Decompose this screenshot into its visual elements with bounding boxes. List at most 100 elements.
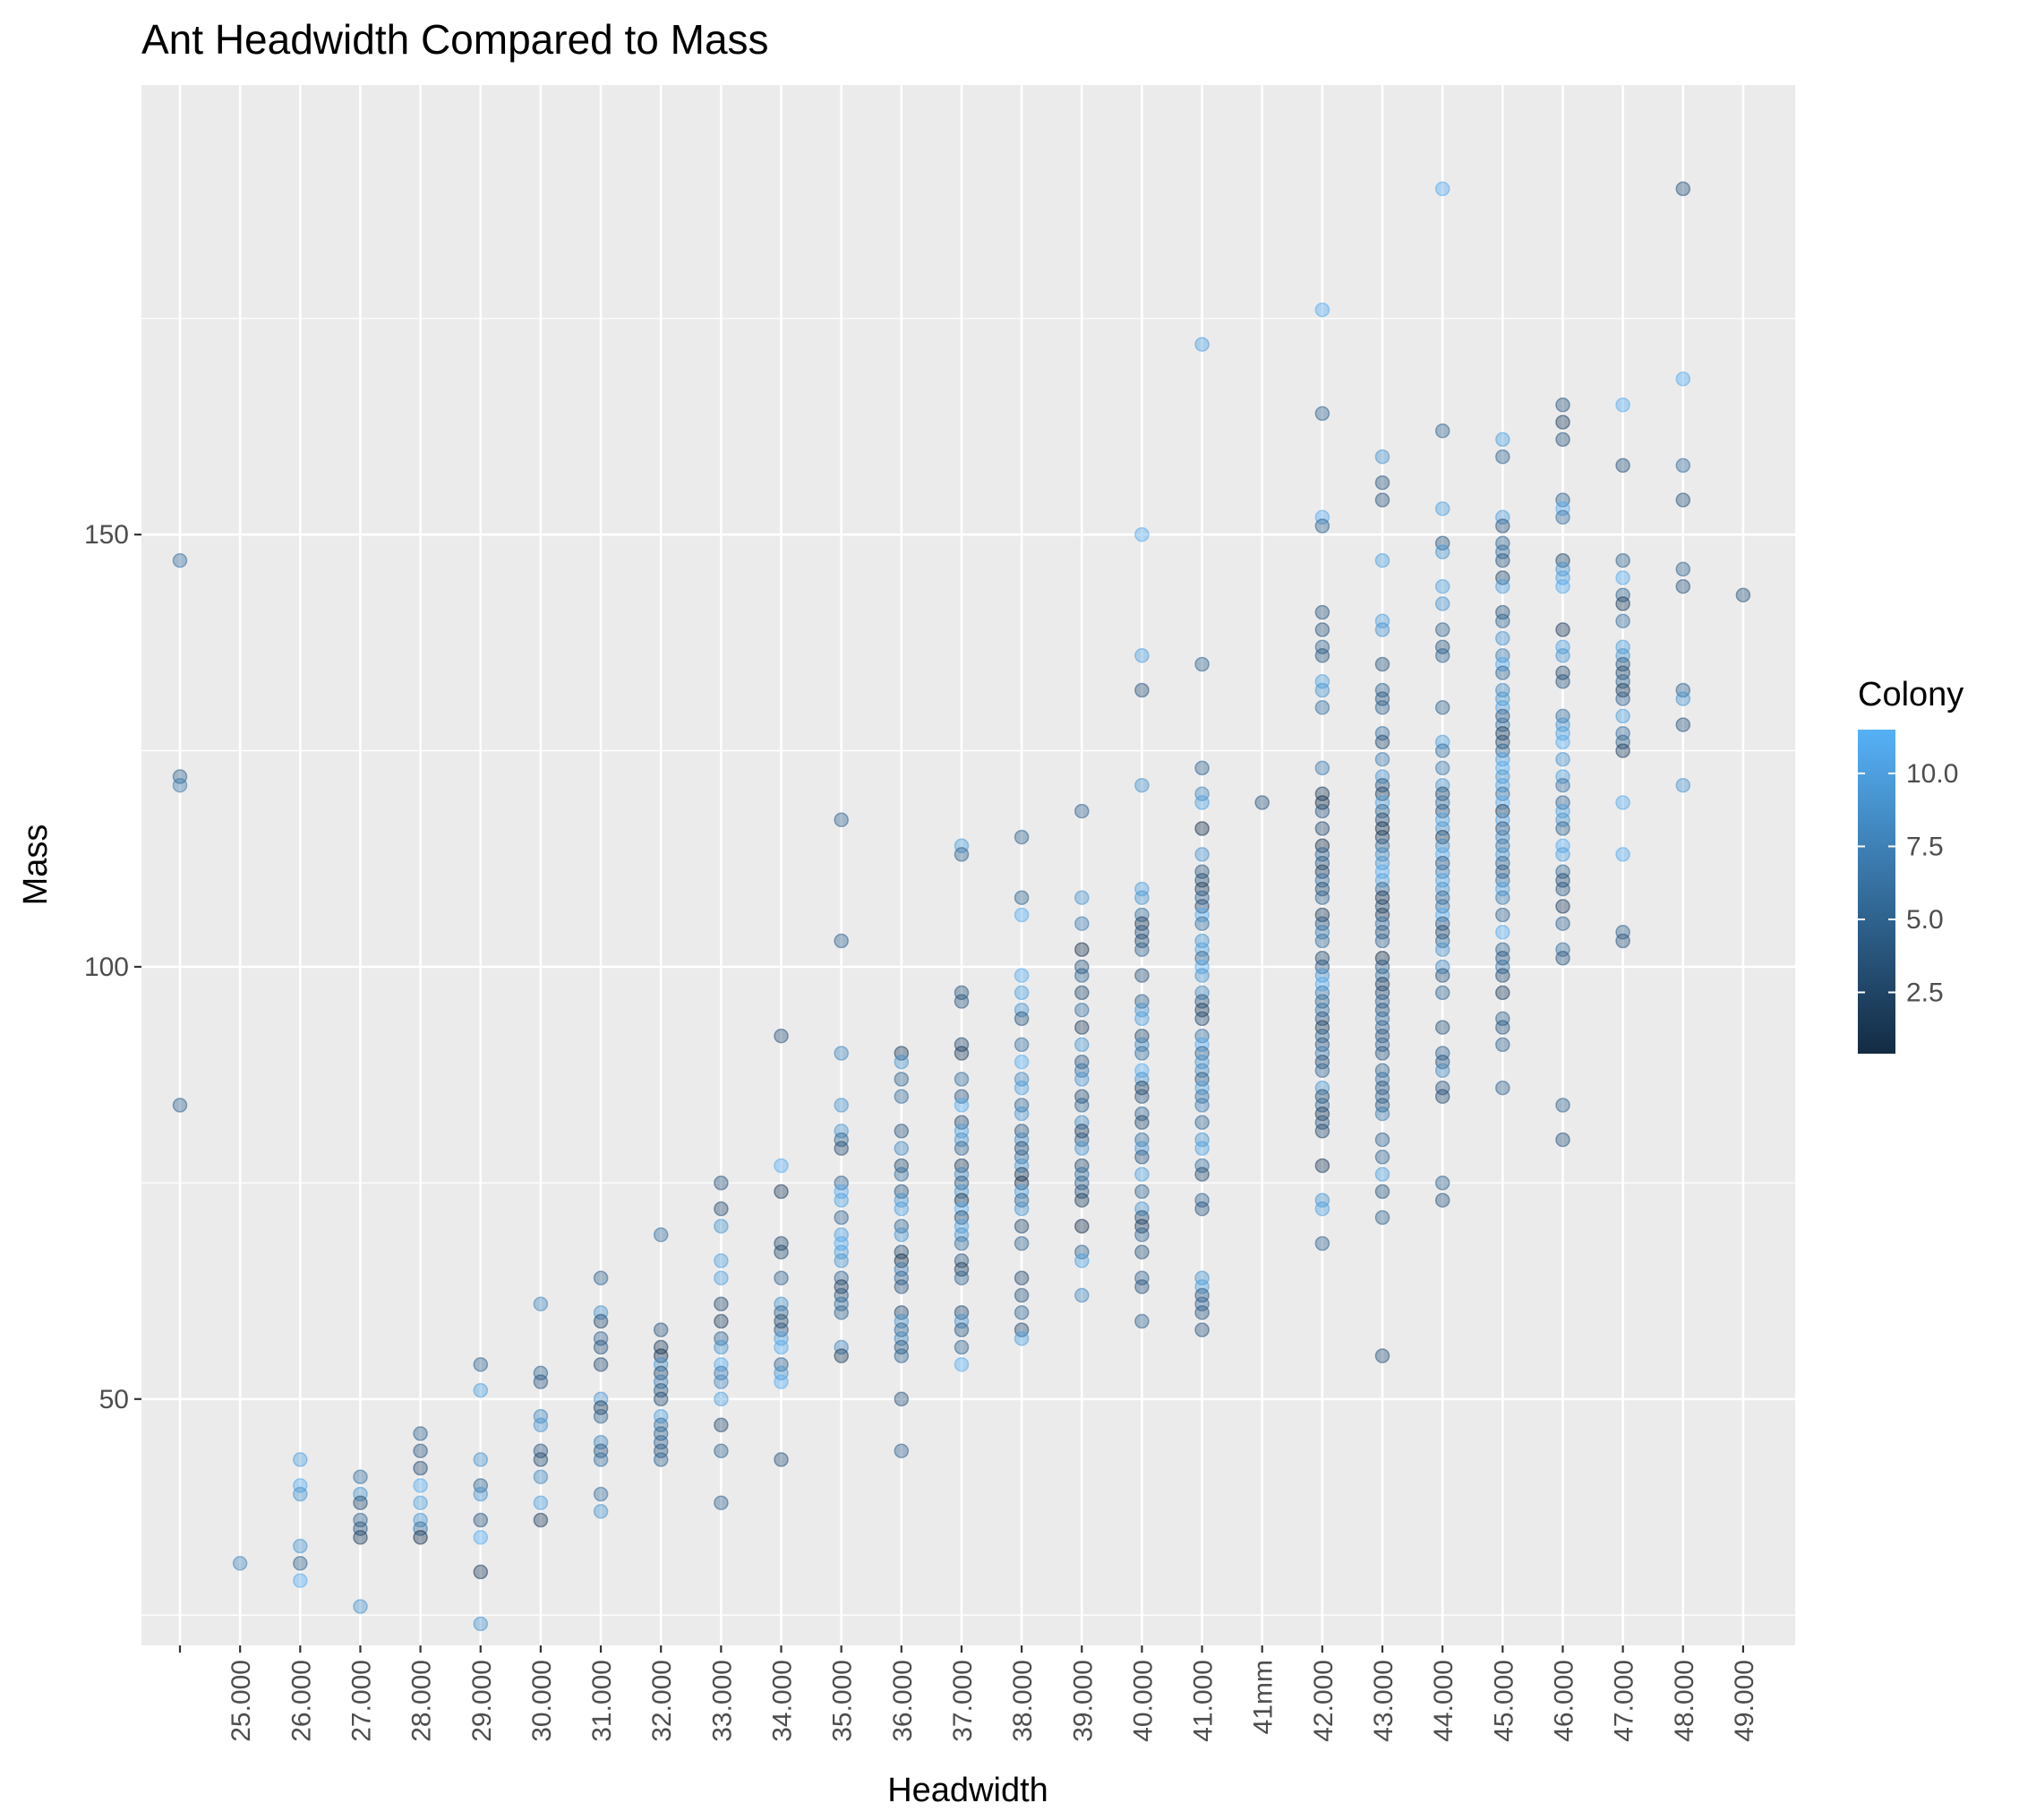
data-point xyxy=(1314,1063,1330,1079)
data-point xyxy=(834,1253,849,1269)
minor-gridlines xyxy=(141,318,1795,1616)
data-point xyxy=(293,1538,308,1554)
data-point xyxy=(1134,648,1150,663)
data-point xyxy=(473,1512,489,1528)
data-point xyxy=(1555,432,1570,448)
colorbar-ticks: 2.5 5.0 7.5 10.0 xyxy=(1858,759,1958,1008)
data-point xyxy=(1675,561,1691,577)
data-point xyxy=(1434,622,1450,637)
data-point xyxy=(593,1270,609,1286)
x-tick-label: 29.000 xyxy=(467,1660,497,1742)
x-axis: 25.000 26.000 27.000 28.000 29.000 30.000 31.0… xyxy=(178,1645,1759,1742)
data-point xyxy=(1615,570,1630,585)
data-point xyxy=(1194,1201,1210,1217)
data-point xyxy=(1134,1313,1150,1329)
data-point xyxy=(894,1227,910,1243)
data-point xyxy=(1434,985,1450,1001)
data-point xyxy=(1615,552,1630,568)
data-point xyxy=(533,1374,549,1389)
data-point xyxy=(413,1478,428,1493)
data-point xyxy=(293,1486,308,1502)
data-point xyxy=(593,1408,609,1424)
data-point xyxy=(1074,1098,1090,1113)
data-point xyxy=(1314,1158,1330,1174)
data-point xyxy=(1014,829,1030,845)
data-point xyxy=(1074,1002,1090,1018)
data-point xyxy=(1495,665,1510,680)
data-point xyxy=(1314,803,1330,819)
data-point xyxy=(1014,1218,1030,1234)
data-point xyxy=(353,1599,368,1614)
data-point xyxy=(1134,1183,1150,1200)
data-point xyxy=(1434,500,1450,517)
data-point xyxy=(894,1166,910,1182)
data-point xyxy=(1555,734,1570,750)
data-point xyxy=(1074,985,1090,1001)
data-point xyxy=(1495,907,1510,923)
x-tick-label: 32.000 xyxy=(647,1660,677,1742)
data-point xyxy=(1374,1348,1390,1363)
data-point xyxy=(1434,596,1450,611)
data-point xyxy=(834,1192,849,1208)
data-point xyxy=(473,1564,489,1580)
data-point xyxy=(1434,1175,1450,1191)
data-point xyxy=(1434,1192,1450,1208)
y-axis-title: Mass xyxy=(17,825,55,906)
data-point xyxy=(1134,682,1150,698)
data-point xyxy=(1555,674,1570,689)
data-point xyxy=(954,1322,970,1337)
data-point xyxy=(172,777,188,793)
x-tick-label: 40.000 xyxy=(1128,1660,1158,1742)
data-point xyxy=(1194,1166,1210,1182)
data-point xyxy=(834,1348,849,1363)
data-point xyxy=(1194,1011,1210,1027)
data-point xyxy=(1314,622,1330,637)
data-point xyxy=(714,1175,729,1191)
data-point xyxy=(1194,1304,1210,1320)
data-point xyxy=(1374,656,1390,672)
data-point xyxy=(1374,751,1390,767)
colorbar-tick-label: 5.0 xyxy=(1906,905,1944,935)
x-axis-title: Headwidth xyxy=(887,1772,1048,1809)
data-point xyxy=(1134,890,1150,905)
data-point xyxy=(714,1313,729,1329)
data-point xyxy=(954,1141,970,1157)
data-point xyxy=(1434,1063,1450,1079)
data-point xyxy=(473,1530,489,1545)
data-point xyxy=(954,1046,970,1061)
data-point xyxy=(714,1339,729,1355)
data-point xyxy=(1555,648,1570,663)
data-point xyxy=(1434,648,1450,663)
data-point xyxy=(1014,1304,1030,1320)
data-point xyxy=(1314,648,1330,663)
data-point xyxy=(1254,795,1270,810)
data-point xyxy=(1074,1253,1090,1269)
data-point xyxy=(1074,1287,1090,1303)
x-tick-label: 28.000 xyxy=(407,1660,437,1742)
x-tick-label: 48.000 xyxy=(1670,1660,1699,1742)
plot-panel xyxy=(141,85,1795,1645)
data-point xyxy=(1014,1235,1030,1252)
data-point xyxy=(1735,587,1751,602)
data-point xyxy=(834,1098,849,1113)
data-point xyxy=(1194,337,1210,352)
data-point xyxy=(1555,397,1570,413)
data-point xyxy=(473,1486,489,1502)
data-point xyxy=(1555,509,1570,525)
data-point xyxy=(1014,1011,1030,1027)
data-point xyxy=(293,1556,308,1571)
data-point xyxy=(894,1054,910,1070)
data-point xyxy=(1555,622,1570,637)
data-point xyxy=(1374,700,1390,715)
data-point xyxy=(1615,847,1630,862)
data-point xyxy=(1434,743,1450,758)
data-point xyxy=(714,1270,729,1286)
data-point xyxy=(1615,596,1630,611)
data-point xyxy=(1434,578,1450,594)
data-point xyxy=(1374,734,1390,750)
data-point xyxy=(834,933,849,949)
data-point xyxy=(1194,656,1210,672)
data-point xyxy=(834,1141,849,1157)
data-point xyxy=(1134,1244,1150,1260)
data-point xyxy=(1615,613,1630,628)
